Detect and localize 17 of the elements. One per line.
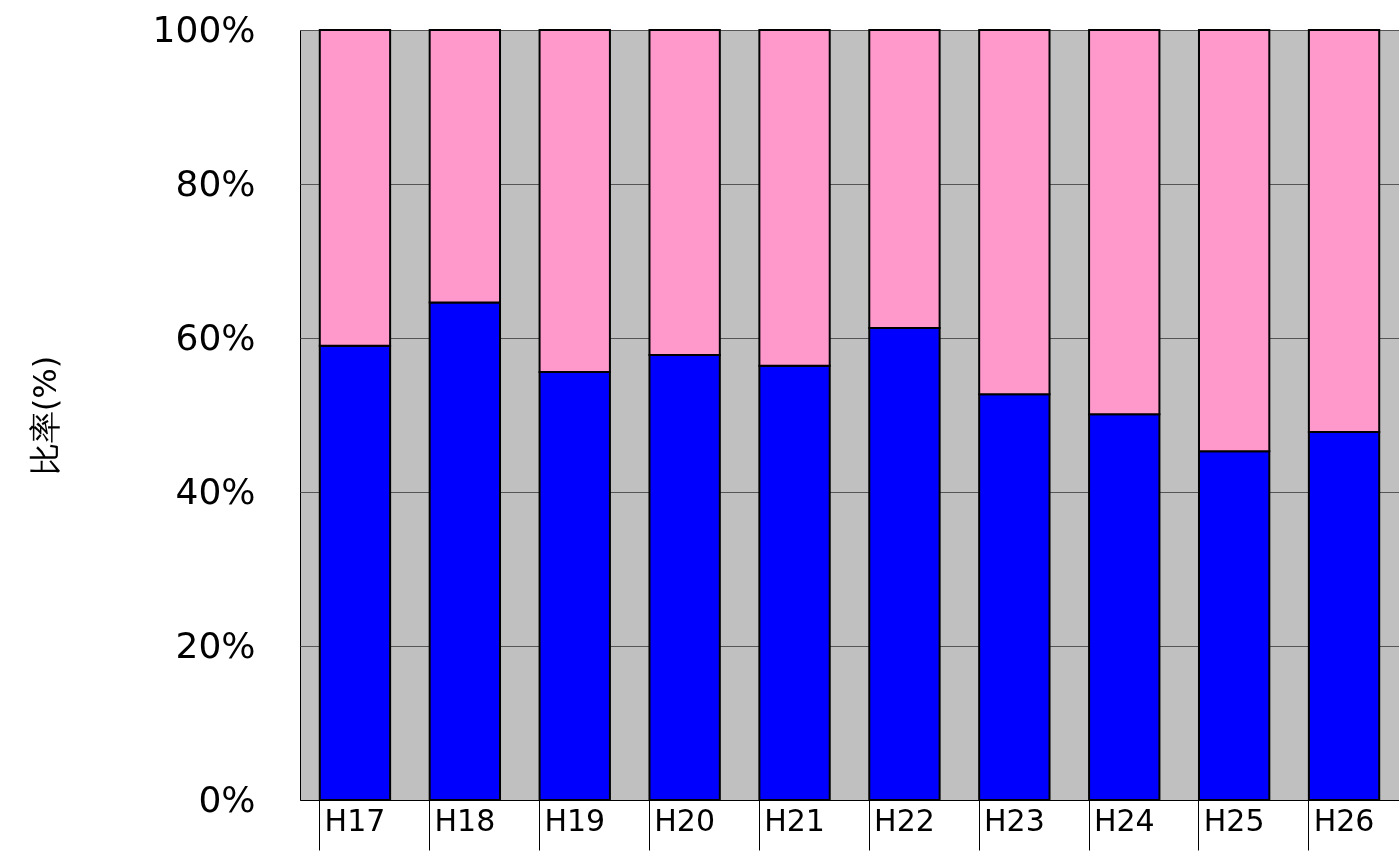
x-tick-label: H25 xyxy=(1203,802,1265,838)
y-tick-label: 20% xyxy=(175,624,256,666)
y-tick-label: 60% xyxy=(175,316,256,358)
x-tick-label: H22 xyxy=(874,802,935,838)
y-axis-title: 比率(%) xyxy=(25,355,64,476)
x-tick-label: H20 xyxy=(654,802,716,838)
y-tick-label: 100% xyxy=(152,8,256,50)
x-tick-label: H17 xyxy=(324,802,386,838)
y-tick-label: 0% xyxy=(198,778,256,820)
x-tick-label: H19 xyxy=(544,802,606,838)
x-tick-label: H18 xyxy=(434,802,496,838)
y-tick-label: 40% xyxy=(175,470,256,512)
x-tick-label: H23 xyxy=(983,802,1045,838)
y-tick-label: 80% xyxy=(175,162,256,204)
x-tick-label: H21 xyxy=(764,802,825,838)
x-tick-label: H26 xyxy=(1313,802,1375,838)
x-tick-label: H24 xyxy=(1093,802,1155,838)
